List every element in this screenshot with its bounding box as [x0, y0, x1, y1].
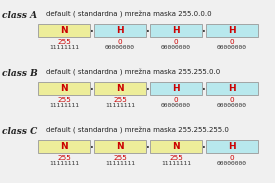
Text: .: . — [202, 83, 206, 92]
Text: default ( standardna ) mrežna maska 255.255.255.0: default ( standardna ) mrežna maska 255.… — [46, 128, 229, 135]
FancyBboxPatch shape — [94, 24, 146, 37]
Text: class B: class B — [2, 68, 38, 77]
Text: .: . — [202, 25, 206, 35]
Text: 11111111: 11111111 — [49, 103, 79, 108]
FancyBboxPatch shape — [38, 24, 90, 37]
Text: 0: 0 — [230, 155, 234, 161]
Text: 00000000: 00000000 — [217, 161, 247, 166]
Text: 255: 255 — [113, 97, 127, 103]
Text: N: N — [60, 26, 68, 35]
Text: .: . — [90, 83, 94, 92]
Text: H: H — [228, 142, 236, 151]
FancyBboxPatch shape — [38, 140, 90, 153]
Text: 0: 0 — [230, 39, 234, 45]
Text: 11111111: 11111111 — [161, 161, 191, 166]
Text: 0: 0 — [118, 39, 122, 45]
Text: 11111111: 11111111 — [49, 45, 79, 50]
FancyBboxPatch shape — [150, 140, 202, 153]
Text: 255: 255 — [113, 155, 127, 161]
Text: N: N — [60, 84, 68, 93]
Text: 11111111: 11111111 — [105, 103, 135, 108]
Text: N: N — [60, 142, 68, 151]
Text: 11111111: 11111111 — [105, 161, 135, 166]
Text: 255: 255 — [57, 39, 71, 45]
Text: default ( standardna ) mrežna maska 255.0.0.0: default ( standardna ) mrežna maska 255.… — [46, 12, 212, 18]
Text: .: . — [146, 25, 150, 35]
Text: class A: class A — [2, 10, 37, 20]
Text: 0: 0 — [174, 97, 178, 103]
Text: 00000000: 00000000 — [217, 45, 247, 50]
Text: .: . — [90, 141, 94, 150]
Text: N: N — [116, 84, 124, 93]
Text: default ( standardna ) mrežna maska 255.255.0.0: default ( standardna ) mrežna maska 255.… — [46, 70, 220, 76]
Text: 00000000: 00000000 — [217, 103, 247, 108]
Text: .: . — [202, 141, 206, 150]
FancyBboxPatch shape — [206, 24, 258, 37]
FancyBboxPatch shape — [206, 82, 258, 95]
FancyBboxPatch shape — [206, 140, 258, 153]
Text: H: H — [172, 26, 180, 35]
Text: 255: 255 — [57, 155, 71, 161]
Text: 255: 255 — [169, 155, 183, 161]
FancyBboxPatch shape — [94, 140, 146, 153]
FancyBboxPatch shape — [94, 82, 146, 95]
FancyBboxPatch shape — [38, 82, 90, 95]
Text: class C: class C — [2, 126, 37, 135]
Text: N: N — [172, 142, 180, 151]
FancyBboxPatch shape — [150, 24, 202, 37]
Text: H: H — [116, 26, 124, 35]
Text: .: . — [146, 141, 150, 150]
Text: 0: 0 — [174, 39, 178, 45]
Text: 00000000: 00000000 — [161, 45, 191, 50]
Text: .: . — [90, 25, 94, 35]
Text: 11111111: 11111111 — [49, 161, 79, 166]
Text: H: H — [228, 26, 236, 35]
Text: .: . — [146, 83, 150, 92]
Text: H: H — [228, 84, 236, 93]
Text: 00000000: 00000000 — [161, 103, 191, 108]
Text: N: N — [116, 142, 124, 151]
FancyBboxPatch shape — [150, 82, 202, 95]
Text: 00000000: 00000000 — [105, 45, 135, 50]
Text: H: H — [172, 84, 180, 93]
Text: 255: 255 — [57, 97, 71, 103]
Text: 0: 0 — [230, 97, 234, 103]
